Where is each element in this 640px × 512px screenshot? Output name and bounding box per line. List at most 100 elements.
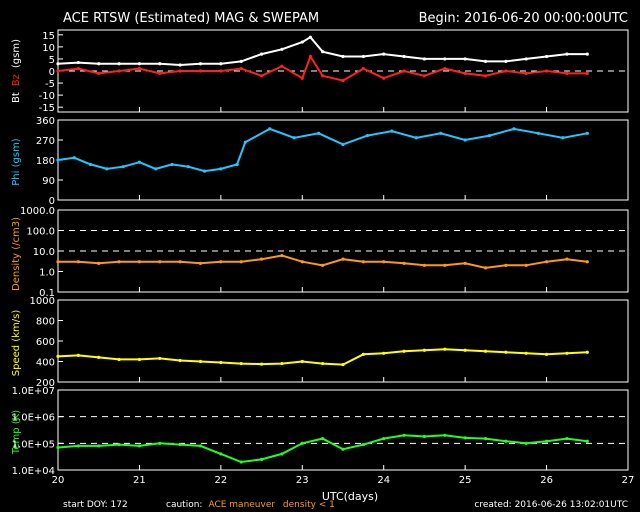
data-point: [504, 439, 508, 443]
data-point: [121, 165, 125, 169]
data-point: [300, 359, 304, 364]
data-point: [235, 162, 239, 167]
data-point: [504, 59, 508, 63]
data-point: [56, 445, 60, 450]
data-point: [402, 69, 406, 73]
data-point: [565, 71, 569, 76]
data-point: [76, 444, 80, 448]
y-tick-label: 360: [36, 116, 55, 127]
caution-density: density < 1: [283, 500, 335, 510]
data-point: [137, 357, 142, 362]
data-point: [504, 263, 508, 267]
data-point: [443, 347, 447, 351]
data-point: [565, 351, 569, 355]
mag-unit-label: (gsm): [11, 39, 22, 68]
y-tick-label: 1.0: [39, 268, 55, 279]
data-point: [280, 361, 284, 366]
data-point: [439, 131, 443, 135]
data-point: [402, 54, 406, 59]
y-tick-label: 0.1: [39, 288, 55, 299]
data-point: [422, 263, 427, 267]
data-point: [561, 136, 565, 140]
data-point: [198, 261, 203, 265]
data-point: [158, 260, 162, 264]
y-tick-label: 1.0E+06: [12, 413, 55, 424]
data-point: [443, 57, 447, 61]
data-point: [56, 69, 60, 73]
data-point: [365, 133, 370, 138]
y-tick-label: 0: [49, 67, 55, 78]
data-point: [76, 260, 80, 264]
data-point: [463, 138, 467, 142]
caution-maneuver: ACE maneuver: [208, 500, 275, 510]
data-point: [585, 439, 589, 443]
panel-frame: [57, 299, 629, 383]
data-point: [585, 350, 589, 354]
data-point: [259, 257, 264, 261]
data-point: [280, 452, 284, 456]
data-point: [186, 165, 190, 169]
data-point: [239, 59, 243, 63]
bt-series-line: [57, 35, 588, 67]
data-point: [414, 136, 418, 140]
data-point: [443, 433, 447, 437]
data-point: [158, 441, 162, 445]
data-point: [105, 167, 109, 171]
data-point: [316, 131, 321, 135]
data-point: [443, 66, 447, 71]
bt-label: Bt: [11, 92, 22, 103]
data-point: [219, 62, 223, 66]
data-point: [585, 131, 589, 135]
data-point: [76, 60, 80, 65]
data-point: [544, 69, 549, 73]
data-point: [463, 71, 467, 76]
data-point: [97, 62, 101, 66]
x-tick-label: 23: [296, 475, 309, 486]
data-point: [402, 261, 406, 265]
data-point: [341, 54, 345, 59]
data-point: [97, 261, 101, 265]
data-point: [280, 253, 284, 258]
data-point: [463, 348, 467, 352]
data-point: [524, 57, 528, 61]
data-point: [361, 352, 365, 356]
data-point: [239, 260, 243, 264]
data-point: [280, 47, 284, 51]
data-point: [341, 362, 345, 367]
data-point: [524, 351, 528, 355]
data-point: [544, 352, 549, 356]
data-point: [585, 260, 589, 264]
data-point: [565, 52, 569, 56]
data-point: [565, 437, 569, 441]
data-point: [483, 74, 488, 78]
data-point: [504, 69, 508, 73]
y-tick-label: 270: [36, 136, 55, 147]
data-point: [422, 57, 427, 61]
data-point: [422, 348, 427, 352]
data-point: [402, 349, 406, 353]
temp-ylabel: Temp (K): [11, 410, 22, 455]
data-point: [382, 437, 386, 441]
data-point: [504, 350, 508, 354]
data-point: [585, 71, 589, 76]
y-tick-label: 10.0: [33, 247, 55, 258]
data-point: [321, 437, 325, 441]
data-point: [544, 54, 549, 59]
data-point: [117, 69, 121, 73]
data-point: [219, 167, 223, 171]
data-series-line: [57, 127, 588, 173]
data-point: [219, 360, 223, 365]
x-tick-label: 26: [540, 475, 553, 486]
caution-text: caution: ACE maneuver density < 1: [166, 500, 335, 510]
data-point: [341, 79, 345, 83]
y-tick-label: 180: [36, 156, 55, 167]
y-tick-label: 0: [49, 196, 55, 207]
data-point: [402, 433, 406, 437]
data-point: [56, 354, 60, 358]
data-point: [178, 358, 182, 363]
data-point: [292, 136, 296, 140]
x-tick-label: 22: [214, 475, 227, 486]
data-point: [443, 263, 447, 267]
data-point: [524, 71, 528, 76]
data-point: [56, 260, 60, 264]
